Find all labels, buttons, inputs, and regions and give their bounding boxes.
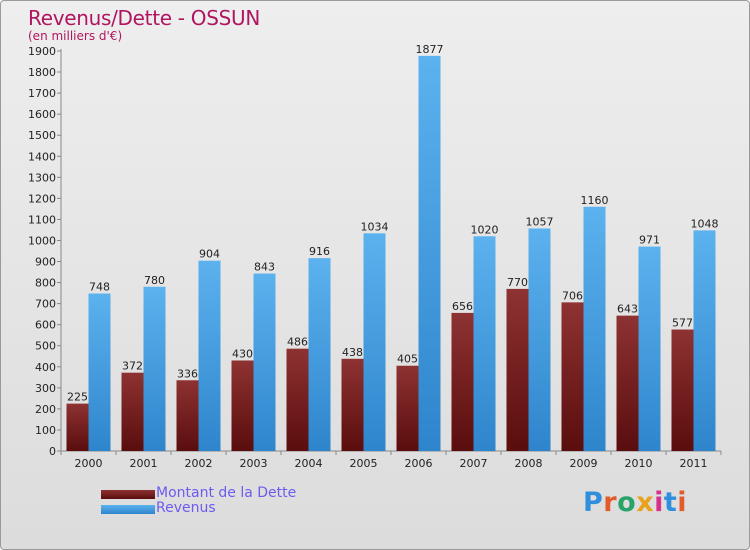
bar-dette	[66, 403, 89, 451]
y-tick-label: 400	[35, 361, 56, 374]
value-label-dette: 656	[452, 300, 473, 313]
proxiti-logo: Proxiti	[583, 487, 687, 518]
logo-letter: P	[583, 487, 604, 518]
value-label-dette: 372	[122, 360, 143, 373]
x-tick-label: 2002	[185, 457, 213, 470]
bar-revenus	[583, 206, 606, 451]
logo-letter: r	[603, 487, 618, 518]
value-label-dette: 643	[617, 303, 638, 316]
bar-dette	[341, 358, 364, 451]
value-label-dette: 486	[287, 336, 308, 349]
x-tick-label: 2006	[405, 457, 433, 470]
value-label-dette: 225	[67, 391, 88, 404]
bar-dette	[451, 312, 474, 451]
bar-dette	[671, 329, 694, 451]
bar-dette	[561, 302, 584, 451]
x-tick-label: 2010	[625, 457, 653, 470]
x-tick-label: 2008	[515, 457, 543, 470]
bar-revenus	[88, 293, 111, 451]
y-tick-label: 900	[35, 256, 56, 269]
y-tick-label: 600	[35, 319, 56, 332]
value-label-dette: 770	[507, 276, 528, 289]
chart-title: Revenus/Dette - OSSUN	[28, 6, 261, 30]
x-tick-label: 2005	[350, 457, 378, 470]
bar-revenus	[198, 260, 221, 451]
x-tick-label: 2001	[130, 457, 158, 470]
value-label-revenus: 971	[639, 234, 660, 247]
bar-revenus	[253, 273, 276, 451]
y-tick-label: 300	[35, 382, 56, 395]
y-tick-label: 1500	[28, 129, 56, 142]
bar-dette	[616, 315, 639, 451]
value-label-revenus: 1160	[581, 194, 609, 207]
value-label-dette: 336	[177, 367, 198, 380]
bar-revenus	[473, 236, 496, 451]
bar-revenus	[638, 246, 661, 451]
y-tick-label: 1200	[28, 192, 56, 205]
value-label-dette: 706	[562, 289, 583, 302]
y-tick-label: 1900	[28, 45, 56, 58]
bar-dette	[506, 288, 529, 451]
y-tick-label: 200	[35, 403, 56, 416]
y-tick-label: 100	[35, 424, 56, 437]
bar-revenus	[418, 55, 441, 452]
logo-letter: i	[654, 487, 664, 518]
legend-label-revenus: Revenus	[156, 500, 216, 516]
value-label-revenus: 748	[89, 281, 110, 294]
value-label-dette: 577	[672, 317, 693, 330]
bar-revenus	[143, 286, 166, 451]
x-tick-label: 2011	[680, 457, 708, 470]
y-tick-label: 1400	[28, 150, 56, 163]
logo-letter: o	[617, 487, 637, 518]
logo-letter: i	[677, 487, 688, 518]
y-tick-label: 800	[35, 277, 56, 290]
value-label-dette: 438	[342, 346, 363, 359]
value-label-revenus: 1020	[471, 223, 499, 236]
value-label-revenus: 1034	[361, 220, 389, 233]
value-label-revenus: 916	[309, 245, 330, 258]
x-tick-label: 2004	[295, 457, 323, 470]
bar-revenus	[308, 258, 331, 451]
value-label-revenus: 843	[254, 261, 275, 274]
value-label-revenus: 904	[199, 248, 220, 261]
legend-swatch-dette	[101, 490, 155, 499]
value-label-dette: 405	[397, 353, 418, 366]
x-tick-label: 2000	[75, 457, 103, 470]
bar-revenus	[363, 233, 386, 451]
y-tick-label: 1600	[28, 108, 56, 121]
chart-subtitle: (en milliers d'€)	[28, 29, 123, 43]
value-label-revenus: 1057	[526, 215, 554, 228]
y-tick-label: 700	[35, 298, 56, 311]
bar-dette	[231, 360, 254, 451]
value-label-revenus: 1048	[691, 217, 719, 230]
y-tick-label: 1700	[28, 87, 56, 100]
bar-revenus	[528, 228, 551, 451]
value-label-dette: 430	[232, 347, 253, 360]
bar-dette	[286, 348, 309, 451]
legend-swatch-revenus	[101, 505, 155, 514]
bar-dette	[396, 365, 419, 451]
y-tick-label: 1100	[28, 213, 56, 226]
bar-dette	[121, 372, 144, 451]
x-tick-label: 2007	[460, 457, 488, 470]
x-tick-label: 2009	[570, 457, 598, 470]
x-tick-label: 2003	[240, 457, 268, 470]
value-label-revenus: 780	[144, 274, 165, 287]
logo-letter: x	[636, 487, 655, 518]
y-tick-label: 1800	[28, 66, 56, 79]
bar-revenus	[693, 230, 716, 451]
logo-letter: t	[663, 487, 678, 518]
y-tick-label: 500	[35, 340, 56, 353]
y-tick-label: 1300	[28, 171, 56, 184]
value-label-revenus: 1877	[416, 43, 444, 56]
y-tick-label: 1000	[28, 234, 56, 247]
legend-label-dette: Montant de la Dette	[156, 485, 297, 501]
y-tick-label: 0	[49, 445, 56, 458]
bar-dette	[176, 380, 199, 451]
